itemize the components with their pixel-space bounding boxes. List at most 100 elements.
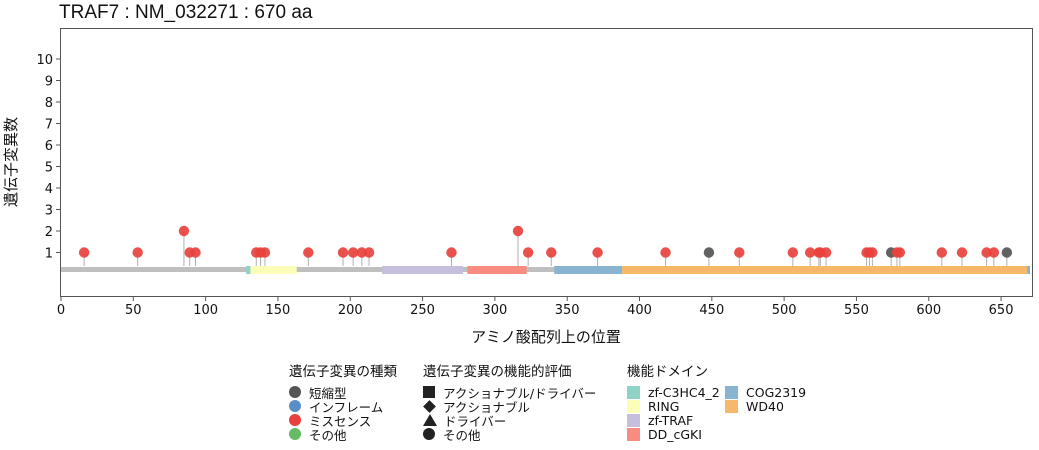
y-tick-label: 7 (45, 118, 53, 133)
legend-title-mutation-type: 遺伝子変異の種類 (289, 364, 397, 380)
domain-zf-c3hc4_2 (246, 266, 251, 274)
domain-cog2319 (554, 266, 623, 274)
mutation-point-missense (734, 247, 745, 258)
legend-swatch (725, 399, 738, 413)
domain-cog2319 (1027, 266, 1030, 274)
mutation-point-missense (446, 247, 457, 258)
legend-item-domain: DD_cGKI (627, 426, 725, 442)
legend-label: ドライバー (444, 413, 507, 429)
legend-label: RING (648, 398, 680, 414)
mutation-point-missense (988, 247, 1000, 258)
mutation-point-missense (820, 247, 832, 258)
legend-item-functional: アクショナブル (423, 399, 596, 415)
mutation-point-missense (337, 247, 349, 258)
legend-swatch (627, 385, 640, 399)
y-tick-label: 4 (45, 182, 53, 197)
legend-item-domain: zf-C3HC4_2 (627, 384, 725, 400)
mutation-point-missense (660, 247, 671, 258)
legend-swatch (423, 428, 435, 440)
legend-item-mutation-type: 短縮型 (289, 385, 397, 401)
mutation-point-missense (132, 247, 143, 258)
mutation-point-missense (303, 247, 314, 258)
legend-mutation-type: 遺伝子変異の種類 短縮型 インフレーム ミスセンス その他 (289, 360, 397, 443)
legend-label: アクショナブル (443, 399, 530, 415)
mutation-point-missense (592, 247, 603, 258)
mutation-point-missense (259, 247, 271, 258)
legend-label: その他 (309, 427, 347, 443)
mutation-point-truncating (703, 247, 715, 258)
y-tick-label: 5 (45, 161, 53, 176)
mutation-point-truncating (1001, 247, 1013, 258)
legend-item-mutation-type: その他 (289, 427, 397, 443)
domain-wd40 (622, 266, 1028, 274)
legend-swatch (289, 414, 301, 426)
legend-swatch (289, 386, 301, 398)
legend-label: その他 (443, 427, 481, 443)
lollipop-chart: TRAF7 : NM_032271 : 670 aa 0 50 100 150 200 2… (2, 2, 1033, 346)
y-tick-label: 3 (45, 204, 53, 219)
y-tick-label: 8 (45, 96, 53, 111)
legend-label: WD40 (746, 398, 784, 414)
mutation-point-missense (894, 247, 906, 258)
legend-item-mutation-type: ミスセンス (289, 413, 397, 429)
mutation-point-missense (787, 247, 799, 258)
x-axis: 0 50 100 150 200 250 300 350 400 450 500 550 600 650 (57, 297, 1014, 318)
mutation-point-missense (956, 247, 968, 258)
domain-ring (250, 266, 297, 274)
x-tick-label: 600 (916, 303, 941, 318)
x-tick-label: 400 (627, 303, 652, 318)
legend-label: zf-C3HC4_2 (648, 384, 720, 400)
legend-label: ミスセンス (309, 413, 372, 429)
x-axis-title: アミノ酸配列上の位置 (471, 328, 621, 346)
y-tick-label: 9 (45, 75, 53, 90)
legend-swatch (423, 386, 435, 398)
legend-title-domains: 機能ドメイン (627, 364, 708, 380)
mutation-point-missense (981, 247, 992, 258)
x-tick-label: 350 (555, 303, 580, 318)
mutation-point-missense (178, 225, 190, 237)
mutation-point-missense (78, 247, 90, 258)
mutation-point-missense (347, 247, 359, 258)
mutation-point-missense (512, 225, 524, 237)
legend-domains: 機能ドメイン zf-C3HC4_2 COG2319 RING WD40 zf-TRAF D… (627, 360, 825, 442)
legend-label: zf-TRAF (648, 412, 694, 428)
legend-item-domain: RING (627, 398, 725, 414)
domain-zf-traf (382, 266, 464, 274)
y-axis: 1 2 3 4 5 6 7 8 9 10 (36, 53, 60, 262)
mutation-point-missense (804, 247, 816, 258)
mutation-point-missense (867, 247, 878, 258)
legend-item-domain: WD40 (725, 398, 825, 414)
x-tick-label: 500 (772, 303, 797, 318)
legend-item-functional: その他 (423, 427, 596, 443)
legend-item-functional: ドライバー (423, 413, 596, 429)
x-tick-label: 250 (410, 303, 435, 318)
legend-swatch (423, 414, 437, 426)
mutation-point-missense (356, 247, 368, 258)
legend-swatch (627, 413, 640, 427)
legend-swatch (289, 400, 301, 412)
y-tick-label: 2 (45, 225, 53, 240)
plot-frame (60, 28, 1033, 297)
legend-label: インフレーム (309, 399, 384, 415)
legend-item-domain: COG2319 (725, 384, 825, 400)
legend-swatch (627, 399, 640, 413)
legend-swatch (725, 385, 738, 399)
legend-label: 短縮型 (309, 385, 347, 401)
x-tick-label: 100 (193, 303, 218, 318)
domain-dd_cgki (467, 266, 527, 274)
x-tick-label: 650 (989, 303, 1014, 318)
y-tick-label: 10 (36, 53, 53, 68)
mutation-lollipops (78, 225, 1013, 266)
legend-swatch (289, 428, 301, 440)
chart-title: TRAF7 : NM_032271 : 670 aa (59, 2, 313, 23)
y-axis-title: 遺伝子変異数 (2, 117, 20, 207)
x-tick-label: 300 (482, 303, 507, 318)
x-tick-label: 200 (338, 303, 363, 318)
y-tick-label: 6 (45, 139, 53, 154)
legend-swatch (423, 399, 436, 413)
legend-title-functional: 遺伝子変異の機能的評価 (423, 364, 572, 380)
legend-label: アクショナブル/ドライバー (443, 385, 597, 401)
x-tick-label: 450 (699, 303, 724, 318)
legend-label: DD_cGKI (648, 426, 702, 442)
legend-label: COG2319 (746, 384, 807, 400)
